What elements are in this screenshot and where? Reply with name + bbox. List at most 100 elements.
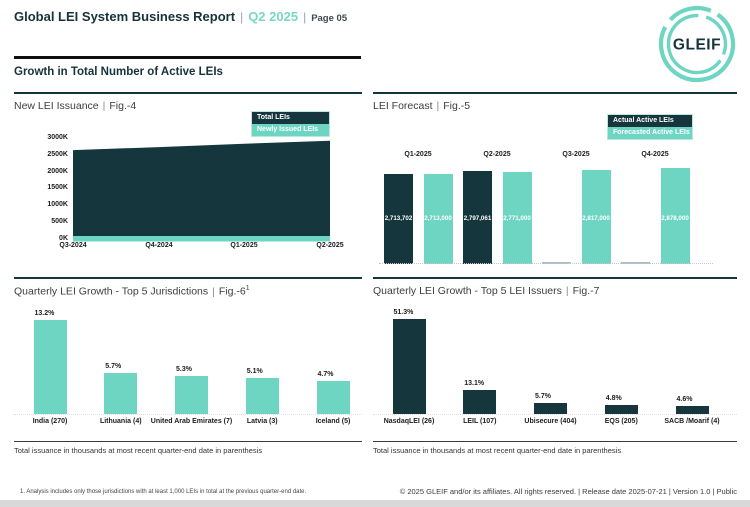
legend-fig4: Total LEIs Newly Issued LEIs: [251, 111, 330, 137]
title-pipe: |: [436, 100, 440, 112]
x-tick-label: Q2-2025: [316, 242, 344, 249]
y-tick-label: 500K: [51, 218, 68, 226]
baseline-fig6: [14, 414, 362, 415]
chart-title-text: Quarterly LEI Growth - Top 5 LEI Issuers: [373, 285, 562, 297]
analysis-footnote: 1. Analysis includes only those jurisdic…: [20, 489, 307, 495]
header-separator: |: [303, 10, 307, 24]
header-rule: [14, 56, 361, 59]
bar-percent-label: 4.8%: [605, 395, 622, 403]
actual-active-leis-bar: 2,797,061: [463, 170, 492, 264]
baseline-fig5: [379, 263, 713, 264]
growth-bar: [33, 320, 67, 414]
y-tick-label: 1000K: [47, 201, 68, 209]
growth-bar: [534, 403, 567, 414]
category-label: EQS (205): [604, 418, 638, 425]
category-label: LEIL (107): [463, 418, 497, 425]
quarter-label: Q3-2025: [562, 151, 590, 158]
category-label: India (270): [32, 418, 68, 425]
bar-value-label: 2,817,000: [582, 215, 610, 222]
growth-bar: [604, 405, 638, 414]
growth-bar: [245, 377, 279, 414]
panel-lei-forecast: LEI Forecast | Fig.-5 Actual Active LEIs F…: [373, 92, 737, 272]
bar-value-label: 2,878,000: [661, 215, 689, 222]
category-label: Latvia (3): [246, 418, 278, 425]
category-label: United Arab Emirates (7): [150, 418, 233, 425]
panel-top5-lei-issuers: Quarterly LEI Growth - Top 5 LEI Issuers…: [373, 277, 737, 459]
forecasted-active-leis-bar: 2,771,000: [502, 171, 532, 264]
legend-item-actual-active-leis: Actual Active LEIs: [608, 115, 692, 127]
chart-title-text: LEI Forecast: [373, 100, 433, 112]
quarter-labels-fig5: Q1-2025 Q2-2025 Q3-2025 Q4-2025: [373, 151, 737, 161]
bar-percent-label: 4.6%: [676, 395, 693, 403]
y-axis-fig4: 3000K 2500K 2000K 1500K 1000K 500K 0K: [14, 133, 68, 248]
figure-label: Fig.-5: [443, 100, 471, 112]
area-chart-fig4: [73, 140, 330, 242]
bar-percent-label: 5.7%: [105, 363, 122, 371]
category-label: Lithuania (4): [99, 418, 142, 425]
x-axis-fig4: Q3-2024 Q4-2024 Q1-2025 Q2-2025: [59, 242, 343, 254]
x-tick-label: Q1-2025: [230, 242, 258, 249]
figure-footnote-marker: 1: [245, 285, 250, 292]
figure-label: Fig.-6: [218, 285, 246, 298]
y-tick-label: 1500K: [47, 184, 68, 192]
growth-bar: [104, 373, 138, 414]
bar-value-label: 2,713,000: [424, 215, 452, 222]
legend-item-total-leis: Total LEIs: [252, 112, 329, 124]
bars-fig7: 51.3% 13.1% 5.7% 4.8% 4.6%: [373, 279, 737, 414]
quarter-label: Q2-2025: [483, 151, 511, 158]
chart-title-text: New LEI Issuance: [14, 100, 99, 112]
header-separator: |: [240, 10, 244, 24]
bar-percent-label: 5.3%: [176, 366, 192, 374]
actual-active-leis-bar: 2,713,702: [384, 173, 413, 264]
title-pipe: |: [212, 285, 215, 298]
category-label: SACB /Moarif (4): [664, 418, 720, 425]
growth-bar: [675, 405, 709, 414]
issuance-note-fig6: Total issuance in thousands at most rece…: [14, 446, 263, 455]
report-period: Q2 2025: [248, 9, 299, 24]
gleif-logo-text: GLEIF: [673, 37, 721, 54]
growth-bar: [463, 389, 497, 414]
bar-percent-label: 13.1%: [464, 379, 485, 387]
forecasted-active-leis-bar: 2,878,000: [660, 168, 690, 264]
forecasted-active-leis-bar: 2,817,000: [581, 170, 611, 264]
baseline-fig7: [373, 414, 737, 415]
report-header: Global LEI System Business Report | Q2 202…: [14, 8, 347, 26]
title-pipe: |: [565, 285, 569, 297]
chart-title-fig4: New LEI Issuance | Fig.-4: [14, 100, 136, 112]
bar-percent-label: 13.2%: [34, 310, 55, 317]
category-label: Iceland (5): [315, 418, 351, 425]
forecasted-active-leis-bar: 2,713,000: [423, 173, 453, 264]
legend-item-newly-issued-leis: Newly Issued LEIs: [252, 124, 329, 136]
issuance-note-fig7: Total issuance in thousands at most rece…: [373, 446, 622, 455]
x-tick-label: Q4-2024: [145, 242, 173, 249]
bar-percent-label: 4.7%: [317, 370, 334, 378]
figure-label: Fig.-4: [109, 100, 137, 112]
bar-percent-label: 5.1%: [246, 367, 263, 375]
total-leis-area: [73, 140, 330, 236]
bar-value-label: 2,797,061: [463, 215, 492, 222]
chart-title-text: Quarterly LEI Growth - Top 5 Jurisdictio…: [14, 285, 209, 298]
y-tick-label: 2000K: [47, 167, 68, 175]
y-tick-label: 0K: [59, 234, 68, 242]
quarter-label: Q1-2025: [404, 151, 432, 158]
legend-fig5: Actual Active LEIs Forecasted Active LEI…: [607, 114, 693, 140]
note-separator-fig7: [373, 441, 737, 442]
bars-fig5: 2,713,702 2,713,000 2,797,061 2,771,000 2,81…: [373, 168, 737, 264]
growth-bar: [316, 380, 350, 414]
bar-percent-label: 5.7%: [535, 393, 551, 401]
category-label: Ubisecure (404): [524, 418, 577, 425]
gleif-logo-icon: GLEIF: [658, 5, 736, 83]
quarter-label: Q4-2025: [641, 151, 669, 158]
copyright-line: © 2025 GLEIF and/or its affiliates. All …: [399, 487, 737, 496]
legend-item-forecasted-active-leis: Forecasted Active LEIs: [608, 127, 692, 139]
figure-label: Fig.-7: [572, 285, 600, 297]
bar-percent-label: 51.3%: [393, 309, 414, 316]
newly-issued-leis-strip: [73, 236, 330, 242]
bar-value-label: 2,771,000: [503, 215, 531, 222]
growth-bar: [175, 376, 208, 414]
chart-title-fig6: Quarterly LEI Growth - Top 5 Jurisdictio…: [14, 285, 250, 298]
chart-title-fig7: Quarterly LEI Growth - Top 5 LEI Issuers…: [373, 285, 599, 297]
chart-title-fig5: LEI Forecast | Fig.-5: [373, 100, 470, 112]
bars-fig6: 13.2% 5.7% 5.3% 5.1% 4.7%: [14, 279, 362, 414]
